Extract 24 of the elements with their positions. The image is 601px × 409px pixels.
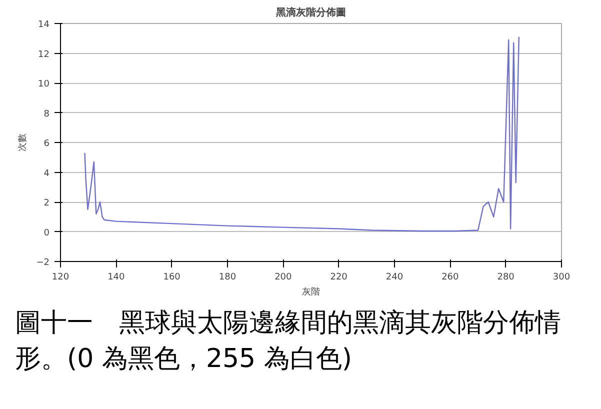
x-axis-title: 灰階 (302, 286, 320, 298)
x-tick-label: 280 (497, 272, 515, 282)
y-tick-label: 8 (44, 109, 50, 120)
y-axis-title: 次數 (17, 134, 28, 152)
y-tick-label: 4 (44, 168, 50, 179)
text: 圖十一 黑球與太陽邊緣間的黑滴其灰階分佈情形。(0 為黑色，255 為白色) (15, 307, 562, 376)
x-tick-label: 160 (163, 272, 181, 282)
x-tick-label: 120 (52, 272, 70, 282)
y-tick-label: 12 (38, 50, 50, 60)
x-tick-label: 140 (108, 272, 126, 282)
line-series (84, 36, 520, 232)
x-tick-label: 180 (218, 272, 236, 282)
x-tick-label: 260 (442, 272, 460, 282)
chart-title: 黑滴灰階分佈圖 (275, 6, 346, 18)
x-tick-label: 240 (386, 272, 404, 282)
x-tick-label: 200 (274, 272, 292, 282)
y-tick-label: 2 (44, 198, 50, 208)
y-tick-label: −2 (36, 258, 50, 268)
x-tick-label: 220 (330, 272, 348, 282)
y-tick-label: 6 (44, 139, 50, 149)
x-tick-label: 300 (552, 272, 570, 282)
y-tick-label: 10 (38, 80, 50, 90)
y-tick-label: 0 (44, 228, 50, 238)
y-tick-label: 14 (38, 20, 50, 30)
